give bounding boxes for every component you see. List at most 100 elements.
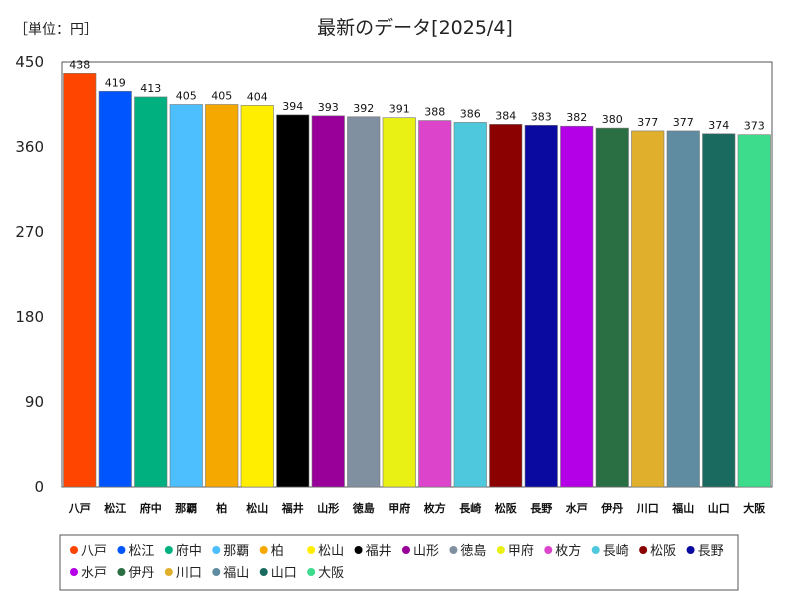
data-label: 377: [673, 116, 694, 129]
legend-marker: [449, 546, 458, 554]
data-label: 386: [460, 107, 481, 120]
legend-marker: [402, 546, 410, 554]
legend-entry: 松山: [318, 544, 344, 559]
legend-marker: [354, 546, 363, 554]
legend-entry: 伊丹: [128, 566, 154, 581]
data-label: 374: [708, 119, 729, 132]
legend-marker: [212, 568, 221, 576]
y-tick-label: 450: [15, 53, 44, 71]
y-tick-label: 270: [15, 223, 44, 241]
legend-box: [59, 534, 739, 591]
x-tick-label: 徳島: [352, 501, 375, 515]
data-label: 382: [566, 111, 587, 124]
x-tick-label: 松山: [246, 501, 268, 515]
x-tick-label: 福山: [671, 501, 694, 515]
bar-柏: [205, 104, 239, 488]
bar-八戸: [63, 73, 97, 488]
legend-entry: 大阪: [318, 566, 344, 581]
x-tick-label: 那覇: [175, 502, 197, 515]
legend-marker: [591, 546, 600, 554]
data-label: 391: [389, 103, 410, 116]
plot-area: [61, 61, 773, 488]
legend-entry: 松江: [128, 544, 154, 559]
x-tick-label: 甲府: [388, 501, 410, 515]
data-label: 405: [211, 90, 232, 103]
data-label: 413: [140, 82, 161, 95]
bar-大阪: [737, 134, 771, 488]
legend-marker: [117, 546, 126, 554]
legend-marker: [307, 568, 316, 576]
x-tick-label: 長崎: [459, 501, 481, 515]
legend-entry: 長野: [698, 544, 724, 559]
legend-marker: [70, 568, 78, 576]
bar-長野: [524, 124, 558, 488]
bar-松阪: [489, 124, 523, 488]
legend-entry: 徳島: [460, 544, 486, 559]
legend-marker: [307, 546, 316, 554]
data-label: 393: [318, 101, 339, 114]
x-tick-label: 柏: [216, 501, 227, 515]
x-tick-label: 川口: [636, 502, 659, 515]
bar-松江: [98, 90, 132, 488]
legend-marker: [544, 546, 553, 554]
unit-label: ［単位：円］: [14, 22, 98, 38]
bar-松山: [240, 105, 274, 488]
legend-entry: 福山: [223, 566, 249, 581]
bar-長崎: [453, 122, 487, 488]
data-label: 405: [176, 90, 197, 103]
bar-府中: [134, 96, 168, 488]
bar-水戸: [560, 125, 594, 488]
bar-山形: [311, 115, 345, 488]
x-tick-label: 福井: [281, 501, 304, 515]
y-axis: 0 90 180 270 360 450: [15, 53, 44, 496]
legend-marker: [496, 546, 505, 554]
data-label: 419: [105, 76, 126, 89]
data-label: 380: [602, 113, 623, 126]
bar-山口: [702, 133, 736, 488]
legend-marker: [212, 546, 221, 554]
x-axis: 八戸 松江 府中 那覇 柏 松山 福井 山形 徳島 甲府 枚方 長崎 松阪 長野 水戸 伊丹 川口 福山 山口 大阪: [68, 501, 766, 515]
x-tick-label: 八戸: [68, 502, 91, 515]
legend-entry: 松阪: [650, 544, 676, 559]
x-tick-label: 水戸: [566, 501, 588, 515]
bar-枚方: [418, 120, 452, 488]
legend-entry: 山形: [413, 544, 439, 559]
data-label: 377: [637, 116, 658, 129]
y-tick-label: 180: [15, 308, 44, 326]
legend-entry: 府中: [176, 544, 202, 559]
data-label: 373: [744, 120, 765, 133]
legend-entry: 枚方: [555, 543, 581, 559]
legend-marker: [259, 568, 268, 576]
x-tick-label: 山口: [708, 501, 730, 515]
bar-伊丹: [595, 127, 629, 488]
legend-entry: 那覇: [223, 544, 249, 559]
chart-title: 最新のデータ[2025/4]: [317, 17, 513, 39]
data-label: 394: [282, 100, 303, 113]
legend-entry: 川口: [176, 566, 202, 581]
x-tick-label: 長野: [530, 502, 552, 515]
legend-marker: [164, 546, 173, 554]
bar-甲府: [382, 117, 416, 488]
legend-entry: 水戸: [81, 566, 107, 581]
data-label: 383: [531, 110, 552, 123]
y-tick-label: 360: [15, 138, 44, 156]
y-tick-label: 90: [25, 393, 44, 411]
bar-福井: [276, 114, 310, 488]
data-label: 388: [424, 106, 445, 119]
bars: [63, 73, 771, 488]
x-tick-label: 枚方: [424, 501, 446, 515]
legend-marker: [70, 546, 78, 554]
x-tick-label: 松阪: [495, 501, 518, 515]
legend-entry: 長崎: [603, 544, 629, 559]
legend-entry: 山口: [271, 566, 297, 581]
x-tick-label: 大阪: [743, 501, 766, 515]
legend-marker: [259, 546, 268, 554]
data-label: 392: [353, 102, 374, 115]
x-tick-label: 山形: [317, 501, 339, 515]
legend-entry: 八戸: [81, 544, 107, 559]
legend-marker: [164, 568, 173, 576]
legend-entry: 甲府: [508, 544, 534, 559]
data-label: 404: [247, 90, 268, 103]
bar-福山: [666, 130, 700, 488]
